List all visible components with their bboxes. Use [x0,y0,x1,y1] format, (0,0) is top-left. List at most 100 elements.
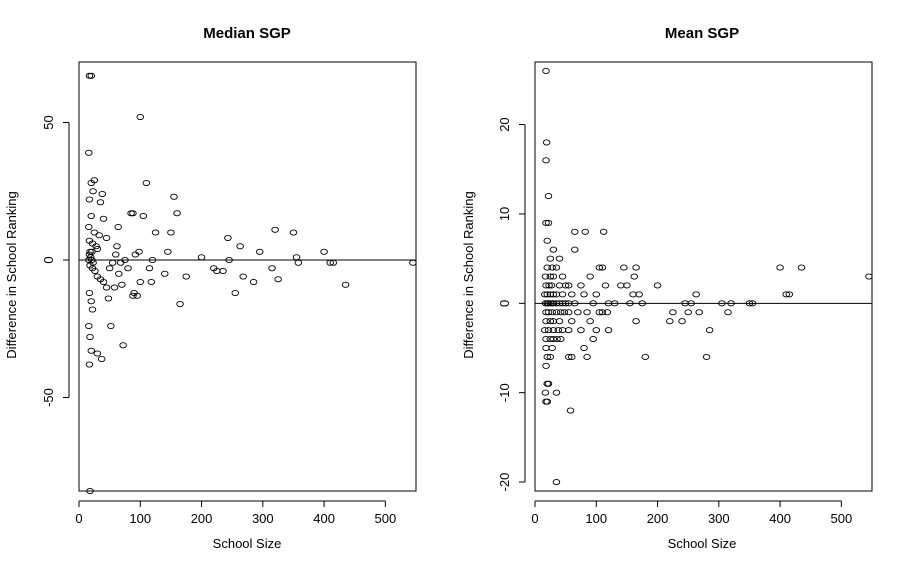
data-point [239,273,247,280]
data-point [118,281,126,288]
y-axis-label: Difference in School Ranking [4,191,19,358]
y-tick-label: 0 [497,300,512,307]
data-point [692,291,700,298]
x-tick-label: 100 [585,511,607,526]
data-point [745,300,754,307]
data-point [546,318,555,325]
data-point [86,333,94,341]
data-point [669,309,677,316]
data-point [90,177,99,184]
data-point [542,318,550,325]
data-point [574,309,582,316]
y-ticks: -20 -10 0 10 20 [497,117,525,491]
data-point [564,309,573,316]
data-point [546,291,555,298]
x-axis-label: School Size [668,536,737,551]
data-point [865,273,873,280]
data-point [176,300,184,308]
data-point [549,336,558,343]
data-point [341,281,350,288]
data-point [549,318,558,325]
data-point [556,336,565,343]
data-point [718,300,726,307]
x-tick-label: 0 [531,511,538,526]
x-tick-label: 200 [191,511,213,526]
y-tick-label: 10 [497,207,512,221]
data-point [87,298,96,305]
data-point [571,246,579,253]
data-point [268,265,276,272]
data-point [558,291,567,298]
data-point [326,259,334,266]
data-point [748,300,757,307]
data-point [552,264,561,271]
data-point [548,264,556,271]
data-point [119,342,127,349]
data-point [556,309,565,316]
data-point [785,291,794,298]
y-axis-label: Difference in School Ranking [461,191,476,358]
data-point [219,267,227,275]
data-point [617,282,625,289]
data-point [213,267,221,275]
data-point [294,259,303,266]
y-tick-label: 0 [41,256,56,263]
data-point [560,309,569,316]
data-point [85,322,93,330]
data-point [568,291,576,298]
data-point [595,309,604,316]
data-point [136,278,145,286]
data-point [164,248,172,255]
data-point [85,196,94,203]
data-point [592,327,601,334]
data-point [595,264,604,271]
data-point [544,327,553,334]
data-point [546,255,555,262]
data-point [102,234,111,242]
data-point [542,67,550,74]
data-point [98,190,107,198]
data-point [635,291,643,298]
data-point [87,72,96,79]
data-point [97,355,106,363]
data-point [610,300,619,307]
x-tick-label: 400 [769,511,791,526]
data-point [702,353,711,360]
data-point [151,229,160,236]
plot-frame [534,61,873,492]
data-point [632,318,640,325]
data-point [131,251,140,258]
data-point [88,256,96,264]
data-point [91,267,99,275]
data-point [653,282,662,289]
data-point [542,362,550,369]
data-point [161,270,169,277]
y-tick-label: -20 [497,473,512,492]
median-sgp-panel: Median SGP 0 100 200 300 400 500 -50 0 50 Schoo… [4,25,417,551]
data-point [87,212,96,220]
data-point [580,344,588,352]
data-point [197,254,206,261]
data-point [549,300,558,307]
x-tick-label: 500 [831,511,853,526]
data-point [577,282,585,289]
x-tick-label: 100 [129,511,151,526]
data-point [129,210,137,217]
data-point [90,229,99,236]
data-point [289,229,298,236]
data-point [598,264,607,271]
data-point [542,309,550,316]
data-point [136,113,145,121]
data-point [110,284,119,291]
data-point [555,282,564,289]
data-point [549,273,558,280]
data-point [224,234,232,242]
data-point [547,282,556,289]
x-tick-label: 300 [252,511,274,526]
data-point [632,264,640,271]
data-point [555,318,564,325]
plot-frame [78,61,417,492]
y-tick-label: -10 [497,383,512,402]
data-point [86,487,94,495]
data-point [705,327,714,334]
